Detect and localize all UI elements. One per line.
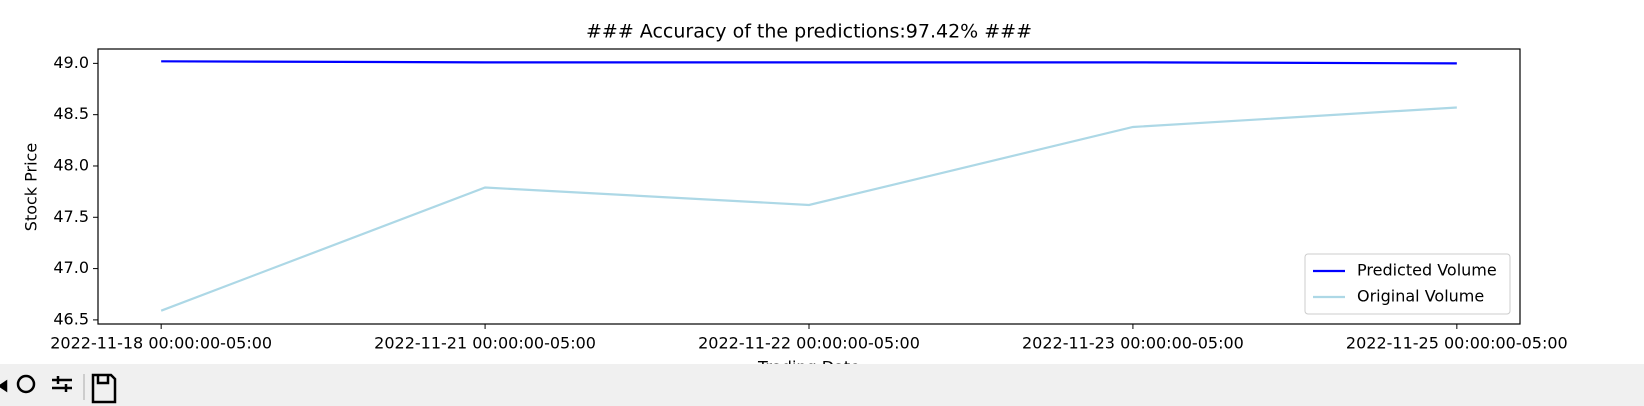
legend-box	[1304, 253, 1511, 315]
x-tick-label: 2022-11-22 00:00:00-05:00	[698, 334, 920, 353]
series-line	[160, 106, 1457, 312]
y-tick-label: 47.0	[53, 258, 89, 277]
chart-title: ### Accuracy of the predictions:97.42% #…	[586, 21, 1032, 43]
y-tick-label: 48.0	[53, 155, 89, 174]
configure-icon[interactable]	[52, 376, 72, 392]
zoom-icon[interactable]	[16, 374, 36, 394]
legend-label: Original Volume	[1357, 287, 1484, 306]
y-tick-label: 48.5	[53, 104, 89, 123]
x-tick-label: 2022-11-25 00:00:00-05:00	[1346, 334, 1568, 353]
save-icon[interactable]	[91, 373, 117, 404]
legend-label: Predicted Volume	[1357, 261, 1497, 280]
pan-icon[interactable]	[0, 379, 8, 393]
y-tick-label: 47.5	[53, 207, 89, 226]
y-tick-label: 46.5	[53, 309, 89, 328]
axes-frame	[97, 48, 1521, 325]
plot-area: 46.5 47.0 47.5 48.0 48.5 49.0 2022-11-18 00:00…	[50, 48, 1568, 353]
plot-background	[98, 49, 1520, 324]
toolbar-icons	[0, 373, 117, 404]
x-tick-label: 2022-11-18 00:00:00-05:00	[50, 334, 272, 353]
y-axis-label: Stock Price	[22, 143, 41, 231]
series-line	[161, 60, 1457, 65]
x-tick-label: 2022-11-23 00:00:00-05:00	[1022, 334, 1244, 353]
y-tick-label: 49.0	[53, 53, 89, 72]
x-tick-label: 2022-11-21 00:00:00-05:00	[374, 334, 596, 353]
toolbar	[0, 364, 1644, 406]
